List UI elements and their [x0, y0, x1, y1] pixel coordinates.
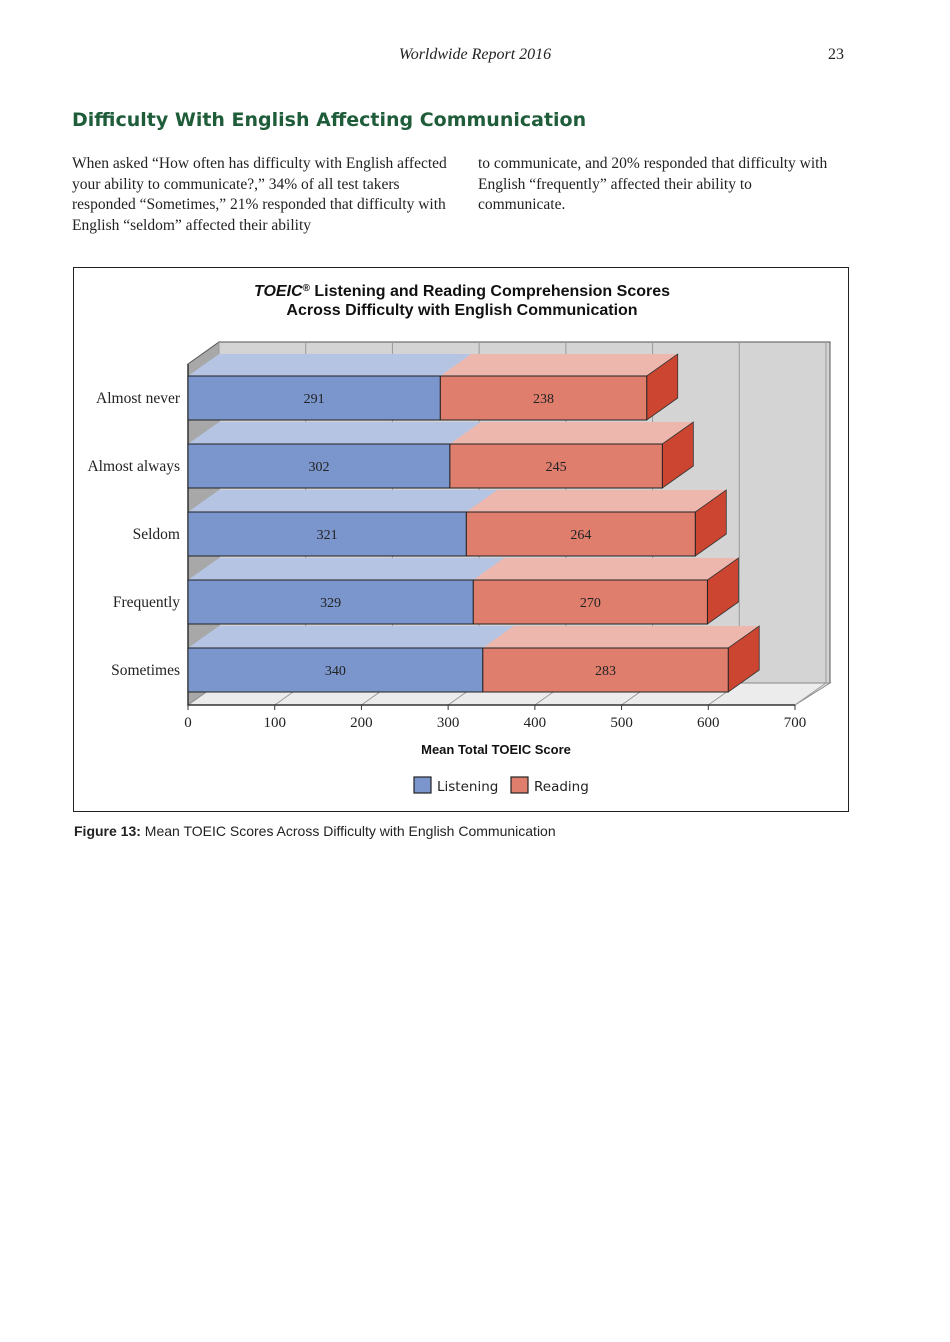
category-label: Sometimes [111, 662, 180, 679]
bar-top-listening [188, 422, 481, 444]
x-tick-label: 600 [697, 715, 720, 731]
x-tick-label: 400 [524, 715, 547, 731]
data-label: 340 [325, 664, 346, 679]
x-tick-label: 0 [184, 715, 192, 731]
data-label: 270 [580, 596, 601, 611]
bar-listening [187, 375, 441, 421]
x-axis-label: Mean Total TOEIC Score [421, 742, 571, 757]
chart-frame [73, 267, 849, 812]
data-label: 291 [304, 392, 325, 407]
bar-top-reading [473, 558, 739, 580]
bar-top-reading [466, 490, 727, 512]
x-tick-label: 100 [263, 715, 286, 731]
bar-top-listening [188, 354, 472, 376]
bar-listening [187, 579, 474, 625]
page-number: 23 [828, 46, 844, 63]
bar-top-listening [188, 490, 498, 512]
bar-reading [449, 443, 663, 489]
bar-listening [187, 647, 484, 693]
bar-top-listening [188, 626, 514, 648]
figure-caption: Figure 13: Mean TOEIC Scores Across Diff… [74, 823, 556, 839]
data-label: 238 [533, 392, 554, 407]
legend-label-listening: Listening [437, 779, 498, 795]
legend-swatch-listening [413, 776, 432, 794]
data-label: 321 [317, 528, 338, 543]
chart-title-line-1: TOEIC® Listening and Reading Comprehensi… [254, 283, 670, 300]
bar-top-reading [482, 626, 760, 648]
bar-top-listening [188, 558, 505, 580]
x-tick-label: 300 [437, 715, 460, 731]
x-tick-label: 500 [610, 715, 633, 731]
legend-swatch-reading [510, 776, 529, 794]
data-label: 302 [308, 460, 329, 475]
caption-text: Mean TOEIC Scores Across Difficulty with… [140, 823, 556, 839]
bar-reading [482, 647, 729, 693]
x-tick-label: 700 [784, 715, 807, 731]
bar-chart: TOEIC® Listening and Reading Comprehensi… [87, 283, 832, 795]
category-label: Frequently [113, 594, 180, 611]
category-label: Almost always [87, 458, 180, 475]
legend-label-reading: Reading [534, 779, 589, 795]
floor-gridline [794, 682, 827, 706]
caption-label: Figure 13: [74, 823, 141, 839]
bar-top-reading [440, 354, 678, 376]
category-label: Seldom [133, 526, 180, 543]
data-label: 329 [320, 596, 341, 611]
bar-reading [465, 511, 696, 557]
bar-listening [187, 443, 451, 489]
data-label: 264 [570, 528, 591, 543]
running-header: Worldwide Report 2016 [398, 46, 552, 63]
data-label: 245 [546, 460, 567, 475]
body-column-2: to communicate, and 20% responded that d… [478, 155, 828, 214]
body-column-1: When asked “How often has difficulty wit… [72, 155, 447, 234]
bar-top-reading [449, 422, 694, 444]
data-label: 283 [595, 664, 616, 679]
chart-title-line-2: Across Difficulty with English Communica… [286, 302, 637, 319]
bar-reading [439, 375, 648, 421]
x-tick-label: 200 [350, 715, 373, 731]
bar-listening [187, 511, 467, 557]
section-title: Difficulty With English Affecting Commun… [72, 109, 587, 131]
bar-reading [472, 579, 708, 625]
category-label: Almost never [96, 390, 181, 407]
